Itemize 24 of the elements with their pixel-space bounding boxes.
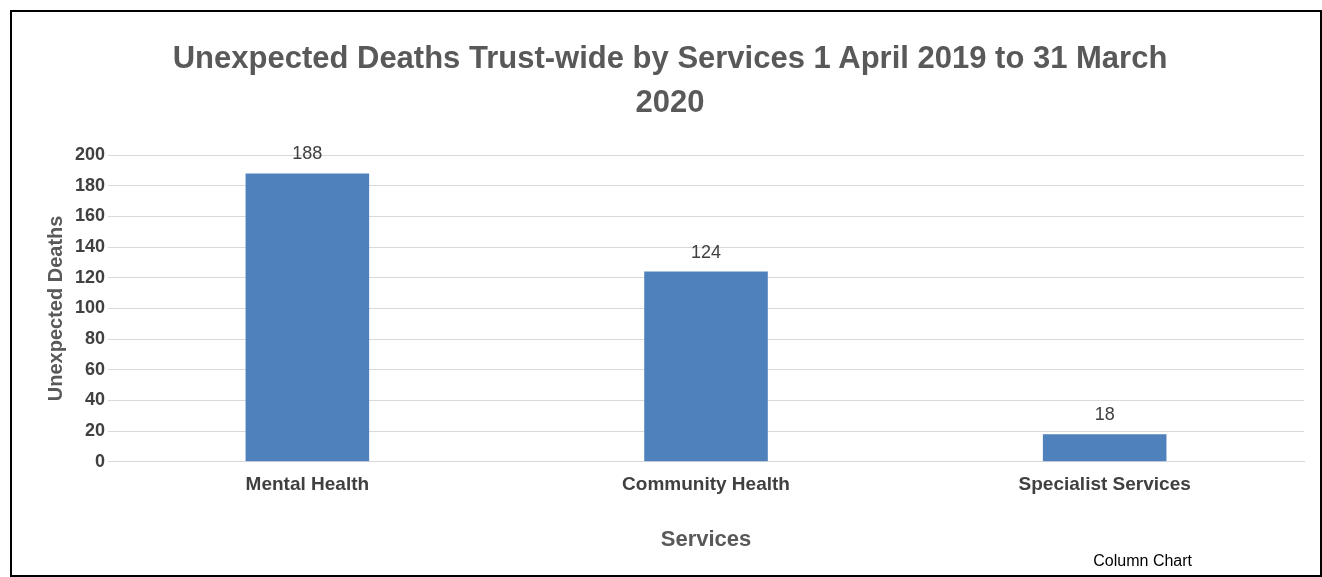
data-label: 18 xyxy=(1094,404,1115,425)
x-tick-label: Community Health xyxy=(622,473,790,495)
x-tick-label: Mental Health xyxy=(245,473,370,495)
y-tick-label: 180 xyxy=(74,174,106,195)
y-tick-label: 140 xyxy=(74,236,106,257)
data-label: 188 xyxy=(292,143,323,164)
y-tick-label: 120 xyxy=(74,266,106,287)
y-tick-label: 40 xyxy=(85,389,106,410)
y-tick-label: 80 xyxy=(85,328,106,349)
text: Column Chart xyxy=(1093,552,1192,570)
x-tick-label: Specialist Services xyxy=(1018,473,1191,495)
data-label: 124 xyxy=(690,241,722,262)
bar xyxy=(1042,434,1167,462)
bar xyxy=(245,173,370,462)
y-tick-label: 20 xyxy=(85,420,106,441)
y-tick-label: 60 xyxy=(85,358,106,379)
y-tick-label: 0 xyxy=(95,450,106,471)
chart-title: Unexpected Deaths Trust-wide by Services 1 April 2019 to 31 March 2020 xyxy=(171,39,1169,121)
y-tick-label: 160 xyxy=(74,205,106,226)
y-axis-title: Unexpected Deaths xyxy=(43,215,66,402)
x-axis-title: Services xyxy=(660,525,752,551)
bar xyxy=(644,271,768,462)
y-tick-label: 200 xyxy=(74,143,106,164)
y-tick-label: 100 xyxy=(74,297,106,318)
